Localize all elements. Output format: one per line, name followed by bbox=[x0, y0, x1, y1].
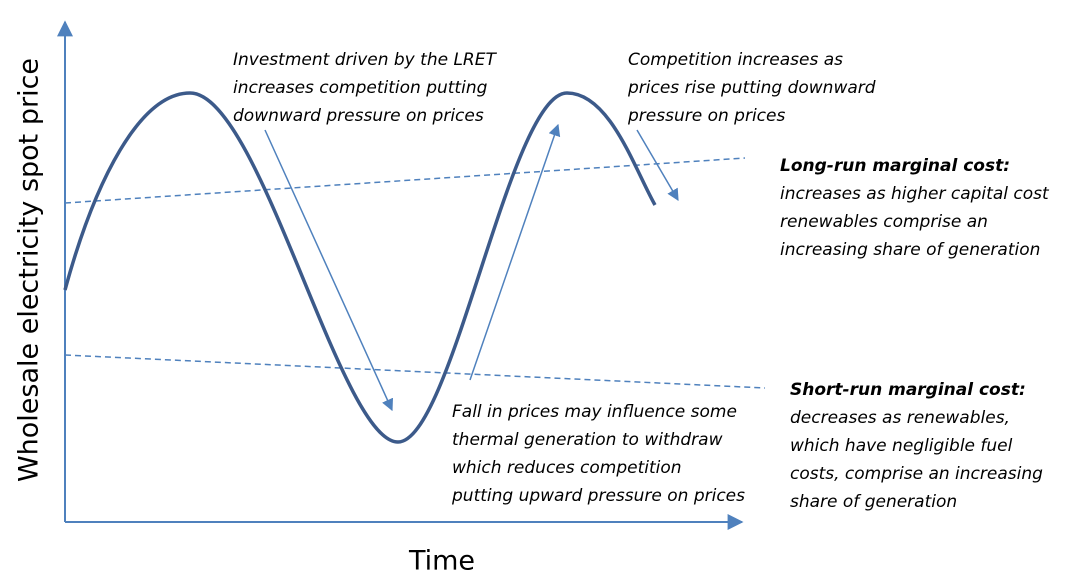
annotation-line: pressure on prices bbox=[627, 106, 785, 126]
annotation-line: putting upward pressure on prices bbox=[451, 486, 745, 506]
short_run-line: decreases as renewables, bbox=[790, 408, 1010, 428]
annotation-line: downward pressure on prices bbox=[233, 106, 484, 126]
short_run-line: costs, comprise an increasing bbox=[790, 464, 1043, 484]
short_run-line: which have negligible fuel bbox=[790, 436, 1013, 456]
annotation-line: Investment driven by the LRET bbox=[233, 50, 497, 70]
annotation-line: Fall in prices may influence some bbox=[452, 402, 737, 422]
annotation-line: which reduces competition bbox=[452, 458, 682, 478]
lrmc-line bbox=[64, 157, 746, 204]
srmc-line bbox=[64, 354, 766, 389]
arrow-down-2 bbox=[636, 129, 679, 202]
long_run-line: increasing share of generation bbox=[780, 240, 1040, 260]
annotation-line: thermal generation to withdraw bbox=[452, 430, 723, 450]
short_run-line: share of generation bbox=[790, 492, 957, 512]
annotation-line: increases competition putting bbox=[233, 78, 488, 98]
short_run-title: Short-run marginal cost: bbox=[790, 380, 1026, 400]
annotation-line: Competition increases as bbox=[628, 50, 843, 70]
y-axis-label: Wholesale electricity spot price bbox=[14, 58, 45, 482]
x-axis-label: Time bbox=[408, 546, 475, 575]
long_run-line: renewables comprise an bbox=[780, 212, 988, 232]
notes: Investment driven by the LRET increases c… bbox=[233, 50, 1050, 512]
annotation-line: prices rise putting downward bbox=[627, 78, 876, 98]
long_run-line: increases as higher capital cost bbox=[780, 184, 1050, 204]
long_run-title: Long-run marginal cost: bbox=[780, 156, 1010, 176]
arrow-down bbox=[264, 129, 394, 412]
arrow-up bbox=[469, 123, 561, 381]
price-curve bbox=[63, 91, 657, 444]
